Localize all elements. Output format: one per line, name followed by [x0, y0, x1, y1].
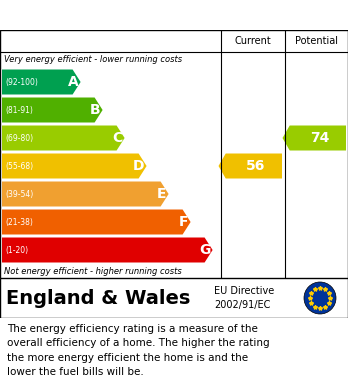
Text: (69-80): (69-80)	[5, 133, 33, 142]
Polygon shape	[2, 237, 213, 262]
Text: B: B	[90, 103, 101, 117]
Text: F: F	[179, 215, 189, 229]
Text: (92-100): (92-100)	[5, 77, 38, 86]
Polygon shape	[2, 210, 191, 235]
Text: (39-54): (39-54)	[5, 190, 33, 199]
Text: (55-68): (55-68)	[5, 161, 33, 170]
Polygon shape	[2, 97, 103, 122]
Text: Energy Efficiency Rating: Energy Efficiency Rating	[10, 6, 239, 24]
Polygon shape	[2, 181, 168, 206]
Polygon shape	[2, 70, 81, 95]
Text: (21-38): (21-38)	[5, 217, 33, 226]
Text: (81-91): (81-91)	[5, 106, 33, 115]
Polygon shape	[2, 126, 125, 151]
Text: Potential: Potential	[295, 36, 339, 46]
Circle shape	[304, 282, 336, 314]
Text: C: C	[112, 131, 122, 145]
Polygon shape	[283, 126, 346, 151]
Text: 56: 56	[246, 159, 266, 173]
Polygon shape	[2, 154, 147, 179]
Text: D: D	[133, 159, 145, 173]
Text: Not energy efficient - higher running costs: Not energy efficient - higher running co…	[4, 267, 182, 276]
Text: EU Directive
2002/91/EC: EU Directive 2002/91/EC	[214, 286, 274, 310]
Text: Very energy efficient - lower running costs: Very energy efficient - lower running co…	[4, 56, 182, 65]
Polygon shape	[219, 154, 282, 179]
Text: 74: 74	[310, 131, 330, 145]
Text: Current: Current	[235, 36, 271, 46]
Text: (1-20): (1-20)	[5, 246, 28, 255]
Text: G: G	[199, 243, 211, 257]
Text: A: A	[68, 75, 79, 89]
Text: E: E	[157, 187, 167, 201]
Text: The energy efficiency rating is a measure of the
overall efficiency of a home. T: The energy efficiency rating is a measur…	[7, 324, 270, 377]
Text: England & Wales: England & Wales	[6, 289, 190, 307]
